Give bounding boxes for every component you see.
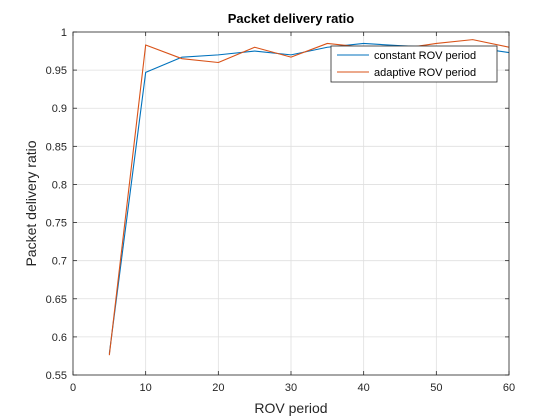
y-tick-label: 0.6 — [52, 332, 67, 344]
x-tick-label: 40 — [358, 382, 370, 394]
y-tick-label: 0.7 — [52, 256, 67, 268]
y-tick-label: 0.65 — [46, 294, 67, 306]
y-axis-label: Packet delivery ratio — [23, 140, 39, 266]
y-tick-label: 0.75 — [46, 218, 67, 230]
x-axis-label: ROV period — [254, 400, 327, 416]
legend-label-constant: constant ROV period — [374, 50, 476, 62]
y-tick-label: 0.55 — [46, 370, 67, 382]
chart-title: Packet delivery ratio — [228, 11, 355, 26]
y-tick-label: 1 — [61, 27, 67, 39]
x-tick-label: 10 — [140, 382, 152, 394]
x-tick-label: 30 — [285, 382, 297, 394]
x-tick-label: 50 — [430, 382, 442, 394]
legend: constant ROV period adaptive ROV period — [330, 45, 498, 83]
legend-box — [330, 45, 498, 83]
series-line-adaptive — [108, 39, 510, 356]
axis-ticks: 0 10 20 30 40 50 60 0.55 0.6 0.65 0.7 0.75 0.8 0.85 0.… — [46, 27, 516, 394]
y-tick-label: 0.95 — [46, 65, 67, 77]
y-tick-label: 0.85 — [46, 141, 67, 153]
legend-label-adaptive: adaptive ROV period — [374, 67, 476, 79]
x-tick-label: 0 — [70, 382, 76, 394]
x-tick-label: 20 — [212, 382, 224, 394]
x-tick-label: 60 — [503, 382, 515, 394]
y-tick-label: 0.9 — [52, 103, 67, 115]
y-tick-label: 0.8 — [52, 179, 67, 191]
